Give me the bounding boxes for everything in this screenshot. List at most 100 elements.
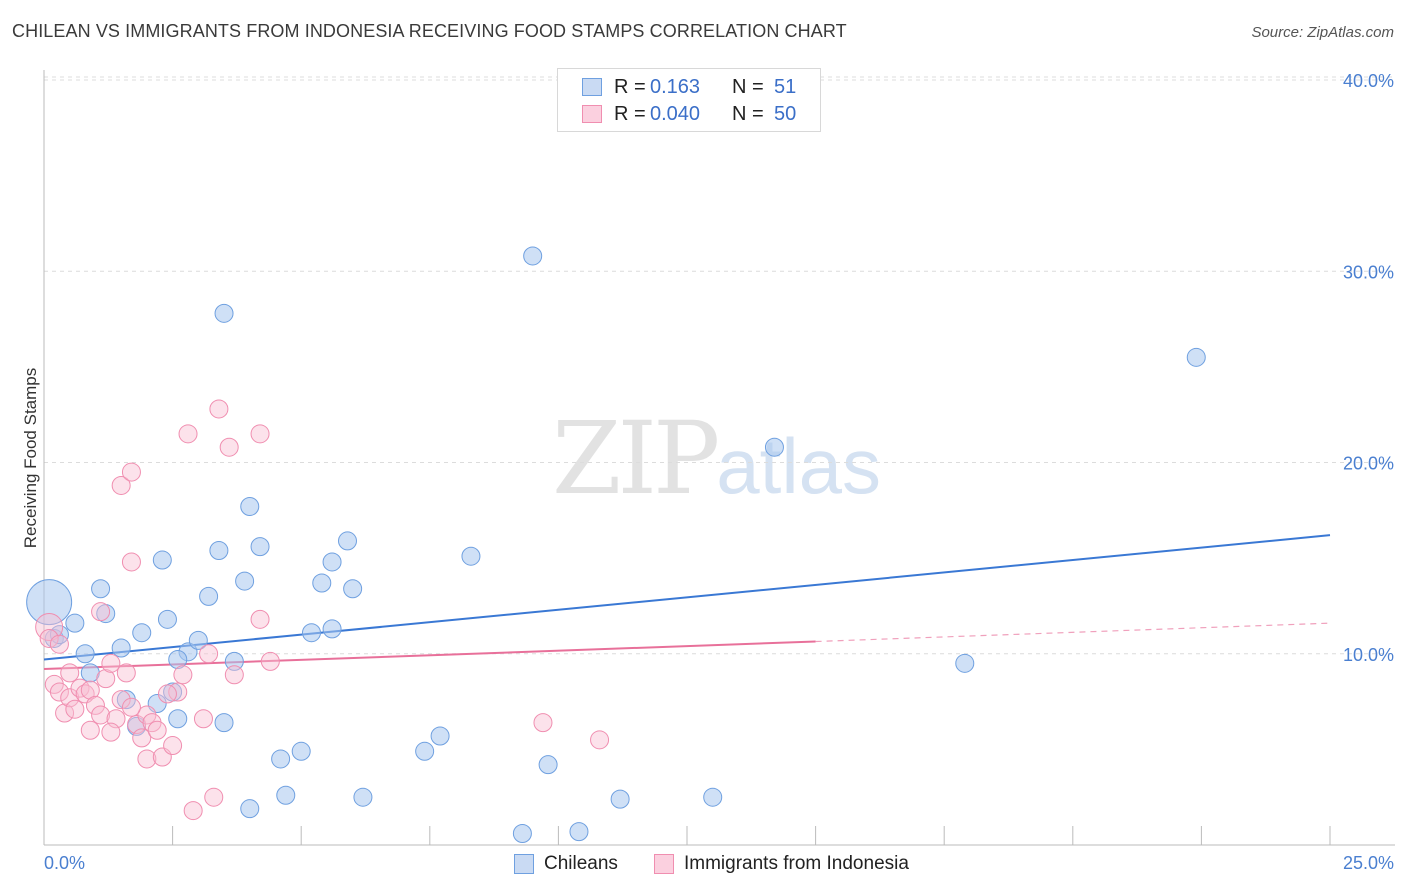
point-chilean [157, 609, 177, 629]
point-chilean [132, 623, 152, 643]
point-chilean [168, 709, 188, 729]
point-indonesia [101, 653, 121, 673]
data-points [26, 246, 1206, 844]
point-chilean [955, 653, 975, 673]
correlation-legend: R = 0.163 N = 51 R = 0.040 N = 50 [557, 68, 821, 132]
point-chilean [214, 713, 234, 733]
bottom-legend-chileans: Chileans [514, 852, 618, 876]
point-chilean [75, 644, 95, 664]
point-chilean [415, 741, 435, 761]
point-indonesia [39, 628, 59, 648]
point-indonesia [147, 720, 167, 740]
point-indonesia [85, 695, 105, 715]
point-chilean [312, 573, 332, 593]
point-chilean [322, 619, 342, 639]
watermark-atlas: atlas [716, 422, 882, 510]
point-indonesia [60, 688, 80, 708]
trend-line-chileans [43, 534, 1331, 661]
point-indonesia [121, 697, 141, 717]
bottom-legend-indonesia: Immigrants from Indonesia [654, 852, 909, 876]
watermark: ZIPatlas [552, 400, 881, 517]
legend-row-chileans: R = 0.163 N = 51 [582, 75, 796, 99]
point-indonesia [193, 709, 213, 729]
trend-line-indonesia-extension [815, 622, 1331, 643]
legend-row-indonesia: R = 0.040 N = 50 [582, 102, 796, 126]
point-chilean [1186, 347, 1206, 367]
point-indonesia [80, 720, 100, 740]
point-indonesia [55, 703, 75, 723]
point-chilean [461, 546, 481, 566]
point-chilean [199, 586, 219, 606]
point-chilean [188, 630, 208, 650]
y-axis-label: Receiving Food Stamps [21, 368, 40, 548]
point-indonesia [65, 699, 85, 719]
point-indonesia [157, 684, 177, 704]
point-indonesia [183, 801, 203, 821]
point-indonesia [111, 475, 131, 495]
point-chilean [26, 579, 73, 626]
y-tick-label: 40.0% [1343, 71, 1394, 91]
point-chilean [703, 787, 723, 807]
point-indonesia [533, 713, 553, 733]
point-chilean [569, 822, 589, 842]
point-chilean [343, 579, 363, 599]
point-indonesia [219, 437, 239, 457]
point-chilean [430, 726, 450, 746]
point-chilean [337, 531, 357, 551]
point-indonesia [101, 722, 121, 742]
axes [43, 70, 1395, 846]
y-tick-label: 20.0% [1343, 454, 1394, 474]
source-label: Source: ZipAtlas.com [1251, 24, 1394, 41]
point-chilean [523, 246, 543, 266]
point-chilean [214, 303, 234, 323]
point-chilean [209, 540, 229, 560]
point-chilean [65, 613, 85, 633]
point-indonesia [260, 651, 280, 671]
point-chilean [91, 579, 111, 599]
point-indonesia [224, 665, 244, 685]
point-chilean [250, 537, 270, 557]
point-indonesia [209, 399, 229, 419]
legend-n-label: N = [732, 102, 764, 125]
chart-title: CHILEAN VS IMMIGRANTS FROM INDONESIA REC… [12, 21, 847, 41]
legend-r-label: R = [614, 102, 646, 125]
point-chilean [271, 749, 291, 769]
point-chilean [224, 651, 244, 671]
x-tick-label-max: 25.0% [1343, 853, 1394, 873]
point-indonesia [60, 663, 80, 683]
point-chilean [538, 755, 558, 775]
point-indonesia [590, 730, 610, 750]
point-indonesia [111, 690, 131, 710]
legend-swatch-indonesia [582, 105, 602, 123]
point-indonesia [35, 612, 64, 641]
bottom-legend-label-chileans: Chileans [544, 853, 618, 874]
point-chilean [111, 638, 131, 658]
y-tick-label: 10.0% [1343, 645, 1394, 665]
point-chilean [240, 799, 260, 819]
point-chilean [610, 789, 630, 809]
point-indonesia [178, 424, 198, 444]
legend-n-value: 50 [774, 102, 797, 125]
point-indonesia [116, 663, 136, 683]
point-chilean [512, 824, 532, 844]
legend-r-value: 0.040 [650, 102, 701, 125]
legend-r-value: 0.163 [650, 75, 701, 98]
bottom-swatch-indonesia [654, 854, 674, 874]
point-indonesia [132, 728, 152, 748]
point-indonesia [250, 609, 270, 629]
point-chilean [235, 571, 255, 591]
x-tick-label-min: 0.0% [44, 853, 85, 873]
bottom-legend-label-indonesia: Immigrants from Indonesia [684, 853, 909, 874]
point-chilean [152, 550, 172, 570]
point-chilean [301, 623, 321, 643]
point-indonesia [91, 602, 111, 622]
point-chilean [240, 496, 260, 516]
point-chilean [322, 552, 342, 572]
point-indonesia [204, 787, 224, 807]
trend-line-indonesia [43, 640, 816, 671]
point-indonesia [91, 705, 111, 725]
point-indonesia [199, 644, 219, 664]
tick-labels: 10.0% 20.0% 30.0% 40.0% 0.0% 25.0% [44, 71, 1394, 873]
point-indonesia [137, 749, 157, 769]
